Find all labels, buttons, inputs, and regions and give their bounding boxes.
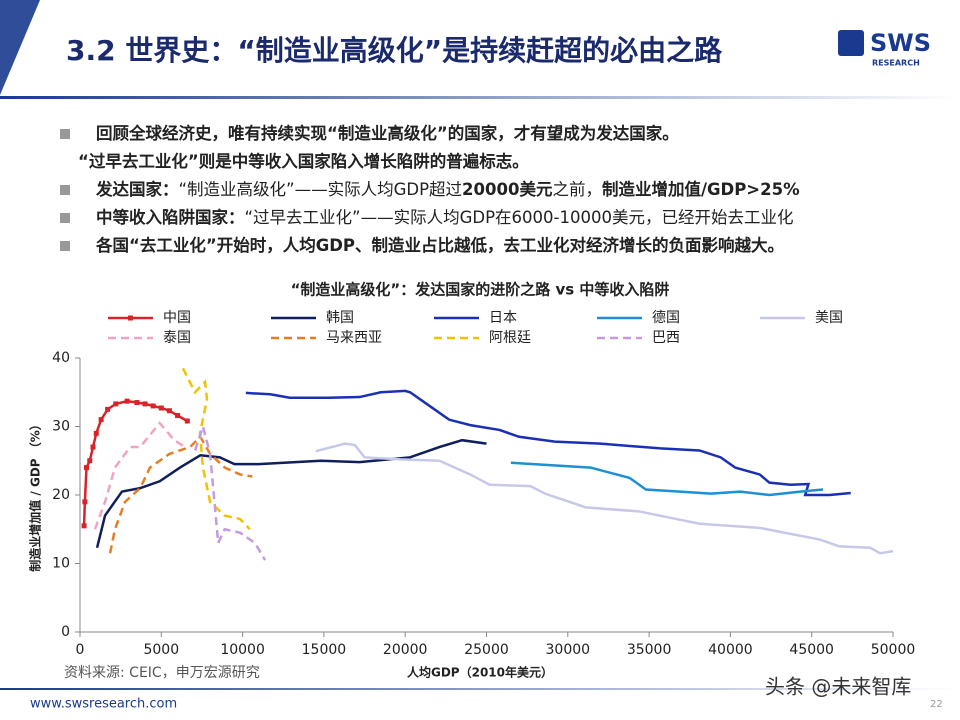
series-line [510,461,824,497]
text-run: “过早去工业化”则是中等收入国家陷入增长陷阱的普遍标志。 [78,151,529,171]
point-marker [184,418,190,424]
y-tick-label: 20 [52,487,70,503]
text-run: 发达国家： [95,179,179,199]
y-axis-label: 制造业增加值 / GDP （%） [28,418,43,572]
bullet-marker [60,241,70,251]
chart-title: “制造业高级化”：发达国家的进阶之路 vs 中等收入陷阱 [291,281,670,299]
bullet-text: “过早去工业化”则是中等收入国家陷入增长陷阱的普遍标志。 [78,151,529,171]
bullet-marker [60,213,70,223]
x-tick-label: 10000 [220,642,265,658]
page-number: 22 [930,699,943,710]
watermark: 头条 @未来智库 [765,675,911,699]
legend-label: 德国 [652,310,680,326]
series-line [108,434,253,554]
y-tick-label: 30 [52,419,70,435]
y-tick-label: 40 [52,350,70,366]
point-marker [105,406,111,412]
series-line [95,438,487,549]
point-marker [81,523,87,529]
text-run: 之前， [552,180,602,199]
text-run: 制造业增加值/GDP>25% [602,179,800,199]
x-tick-label: 25000 [464,642,509,658]
point-marker [87,458,93,464]
x-axis-label: 人均GDP（2010年美元） [407,665,553,680]
x-tick-label: 50000 [871,642,916,658]
x-tick-label: 45000 [789,642,834,658]
bullet-marker [60,129,70,139]
point-marker [93,430,99,436]
point-marker [90,444,96,450]
point-marker [84,465,90,471]
bullet-text: 发达国家：“制造业高级化”——实际人均GDP超过20000美元之前，制造业增加值… [95,179,800,199]
series-line [193,422,267,561]
legend-label: 中国 [163,310,191,326]
bullet-text: 回顾全球经济史，唯有持续实现“制造业高级化”的国家，才有望成为发达国家。 [96,123,679,143]
x-tick-label: 0 [76,642,85,658]
point-marker [82,499,88,505]
series-line [315,442,894,555]
x-tick-label: 15000 [302,642,347,658]
point-marker [134,400,140,406]
y-tick-label: 10 [52,556,70,572]
x-tick-label: 35000 [627,642,672,658]
footer-url: www.swsresearch.com [30,697,177,712]
text-run: 各国“去工业化”开始时，人均GDP、制造业占比越低，去工业化对经济增长的负面影响… [95,235,784,255]
source: 资料来源: CEIC，申万宏源研究 [64,665,260,681]
logo: SWS [870,29,931,57]
x-tick-label: 20000 [383,642,428,658]
header-rule [0,96,960,99]
bullets: 回顾全球经济史，唯有持续实现“制造业高级化”的国家，才有望成为发达国家。 “过早去… [60,123,800,255]
series-line [245,389,851,497]
legend-label: 泰国 [163,330,191,346]
bullet-marker [60,185,70,195]
legend-label: 马来西亚 [326,330,382,346]
x-tick-label: 40000 [708,642,753,658]
logo-icon [838,30,864,56]
footer-rule [0,688,960,690]
text-run: 20000美元 [462,179,553,199]
logo-sub: RESEARCH [872,59,920,68]
header-bg [0,0,960,100]
x-tick-label: 30000 [546,642,591,658]
series-line [181,367,251,531]
point-marker [166,408,172,414]
bullet-text: 中等收入陷阱国家：“过早去工业化”——实际人均GDP在6000-10000美元，… [96,207,793,227]
point-marker [124,398,130,404]
text-run: 中等收入陷阱国家： [96,207,245,227]
point-marker [158,405,164,411]
legend-label: 阿根廷 [489,330,531,346]
y-tick-label: 0 [61,624,70,640]
series-line [93,421,186,530]
x-tick-label: 5000 [143,642,179,658]
legend-label: 美国 [815,310,843,326]
bullet-text: 各国“去工业化”开始时，人均GDP、制造业占比越低，去工业化对经济增长的负面影响… [95,235,784,255]
point-marker [142,401,148,407]
header-accent [0,0,40,95]
point-marker [98,417,104,423]
text-run: “制造业高级化”——实际人均GDP超过 [179,180,463,199]
point-marker [150,403,156,409]
text-run: 回顾全球经济史，唯有持续实现“制造业高级化”的国家，才有望成为发达国家。 [96,123,679,143]
point-marker [175,413,181,419]
legend-label: 巴西 [652,330,680,346]
legend-label: 日本 [489,310,517,326]
legend-marker [128,315,133,321]
legend-label: 韩国 [326,310,354,326]
text-run: “过早去工业化”——实际人均GDP在6000-10000美元，已经开始去工业化 [245,208,794,227]
chart: 0 10 20 30 40 0 5000 10000 15000 20000 25000 30000 3… [28,310,916,680]
point-marker [113,401,119,407]
slide-title: 3.2 世界史：“制造业高级化”是持续赶超的必由之路 [66,34,723,67]
